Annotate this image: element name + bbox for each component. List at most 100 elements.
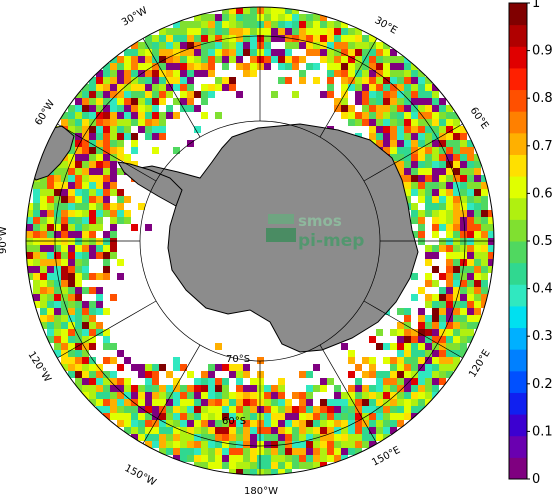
data-cell	[145, 105, 152, 112]
colorbar-segment	[509, 284, 527, 307]
data-cell	[306, 441, 313, 448]
data-cell	[103, 343, 110, 350]
data-cell	[187, 420, 194, 427]
data-cell	[131, 112, 138, 119]
data-cell	[152, 126, 159, 133]
data-cell	[117, 98, 124, 105]
data-cell	[327, 49, 334, 56]
data-cell	[75, 315, 82, 322]
data-cell	[103, 98, 110, 105]
data-cell	[40, 287, 47, 294]
data-cell	[432, 196, 439, 203]
data-cell	[467, 329, 474, 336]
data-cell	[187, 392, 194, 399]
data-cell	[264, 434, 271, 441]
data-cell	[299, 420, 306, 427]
data-cell	[432, 126, 439, 133]
data-cell	[75, 175, 82, 182]
data-cell	[145, 35, 152, 42]
data-cell	[411, 182, 418, 189]
data-cell	[96, 252, 103, 259]
data-cell	[194, 70, 201, 77]
data-cell	[180, 42, 187, 49]
data-cell	[166, 42, 173, 49]
meridian-line	[142, 344, 201, 444]
data-cell	[145, 392, 152, 399]
data-cell	[166, 427, 173, 434]
data-cell	[439, 371, 446, 378]
logo-text-smos: smos	[298, 212, 342, 230]
data-cell	[117, 56, 124, 63]
data-cell	[341, 105, 348, 112]
data-cell	[264, 35, 271, 42]
data-cell	[404, 77, 411, 84]
data-cell	[292, 392, 299, 399]
data-cell	[404, 126, 411, 133]
data-cell	[278, 378, 285, 385]
data-cell	[180, 441, 187, 448]
data-cell	[264, 469, 271, 475]
data-cell	[117, 210, 124, 217]
data-cell	[446, 161, 453, 168]
data-cell	[383, 126, 390, 133]
data-cell	[418, 196, 425, 203]
data-cell	[33, 238, 40, 245]
data-cell	[68, 273, 75, 280]
data-cell	[82, 196, 89, 203]
data-cell	[474, 301, 481, 308]
data-cell	[432, 371, 439, 378]
data-cell	[68, 329, 75, 336]
data-cell	[47, 329, 54, 336]
data-cell	[166, 91, 173, 98]
data-cell	[159, 91, 166, 98]
data-cell	[446, 357, 453, 364]
data-cell	[299, 448, 306, 455]
data-cell	[397, 84, 404, 91]
data-cell	[474, 182, 481, 189]
data-cell	[418, 336, 425, 343]
data-cell	[89, 175, 96, 182]
data-cell	[327, 42, 334, 49]
data-cell	[124, 49, 131, 56]
data-cell	[397, 336, 404, 343]
data-cell	[264, 427, 271, 434]
data-cell	[320, 56, 327, 63]
data-cell	[397, 154, 404, 161]
data-cell	[131, 140, 138, 147]
data-cell	[229, 413, 236, 420]
data-cell	[362, 49, 369, 56]
data-cell	[348, 56, 355, 63]
data-cell	[33, 280, 40, 287]
data-cell	[257, 378, 264, 385]
data-cell	[271, 91, 278, 98]
data-cell	[40, 266, 47, 273]
data-cell	[446, 280, 453, 287]
data-cell	[131, 133, 138, 140]
data-cell	[278, 77, 285, 84]
data-cell	[82, 182, 89, 189]
data-cell	[439, 217, 446, 224]
data-cell	[390, 70, 397, 77]
data-cell	[208, 427, 215, 434]
data-cell	[89, 273, 96, 280]
data-cell	[376, 98, 383, 105]
longitude-label: 150°E	[370, 445, 402, 469]
data-cell	[96, 140, 103, 147]
data-cell	[180, 434, 187, 441]
data-cell	[47, 280, 54, 287]
data-cell	[390, 392, 397, 399]
data-cell	[418, 238, 425, 245]
data-cell	[278, 427, 285, 434]
data-cell	[397, 56, 404, 63]
data-cell	[110, 231, 117, 238]
data-cell	[222, 77, 229, 84]
data-cell	[404, 84, 411, 91]
data-cell	[481, 231, 488, 238]
data-cell	[166, 406, 173, 413]
data-cell	[96, 98, 103, 105]
data-cell	[299, 77, 306, 84]
data-cell	[173, 406, 180, 413]
data-cell	[152, 70, 159, 77]
data-cell	[75, 350, 82, 357]
data-cell	[313, 434, 320, 441]
